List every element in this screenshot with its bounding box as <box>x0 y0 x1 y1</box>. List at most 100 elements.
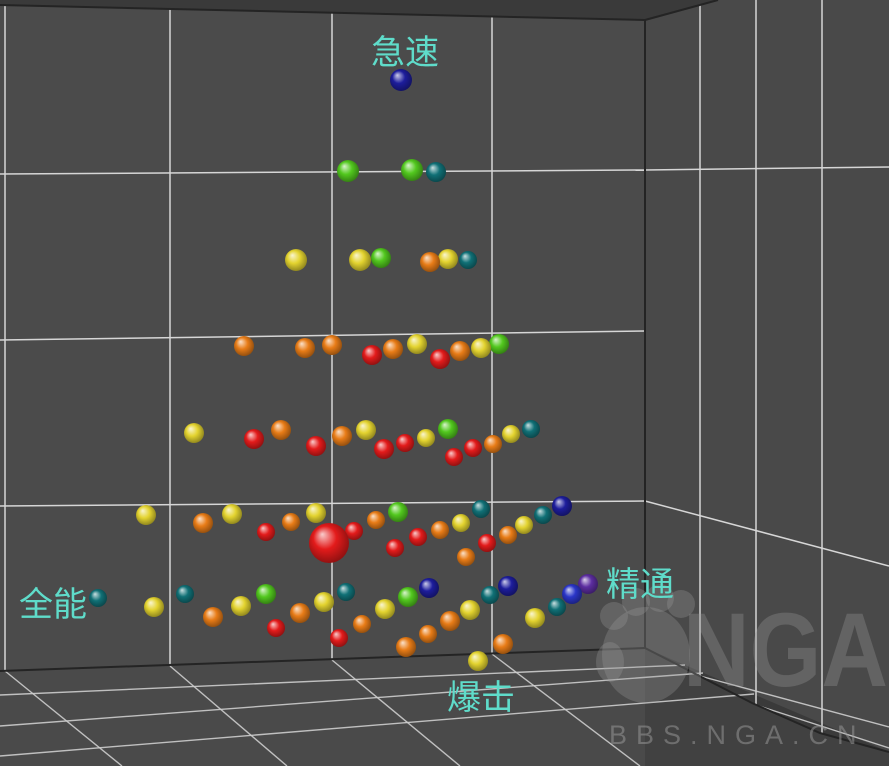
sphere-Y[interactable] <box>471 338 491 358</box>
sphere-G[interactable] <box>398 587 418 607</box>
sphere-R[interactable] <box>309 523 349 563</box>
sphere-R[interactable] <box>386 539 404 557</box>
sphere-O[interactable] <box>396 637 416 657</box>
nga-watermark: NGA BBS.NGA.CN <box>596 584 888 750</box>
sphere-Y[interactable] <box>375 599 395 619</box>
sphere-Y[interactable] <box>407 334 427 354</box>
sphere-O[interactable] <box>295 338 315 358</box>
sphere-Y[interactable] <box>349 249 371 271</box>
sphere-G[interactable] <box>337 160 359 182</box>
sphere-Y[interactable] <box>525 608 545 628</box>
sphere-O[interactable] <box>322 335 342 355</box>
wall-grid-hline <box>0 330 646 341</box>
sphere-Y[interactable] <box>144 597 164 617</box>
sphere-Y[interactable] <box>356 420 376 440</box>
sphere-O[interactable] <box>420 252 440 272</box>
sphere-O[interactable] <box>290 603 310 623</box>
sphere-T[interactable] <box>89 589 107 607</box>
sphere-Y[interactable] <box>285 249 307 271</box>
axis-label-haste: 急速 <box>371 34 439 72</box>
sphere-O[interactable] <box>484 435 502 453</box>
sphere-Y[interactable] <box>184 423 204 443</box>
sphere-R[interactable] <box>244 429 264 449</box>
sphere-T[interactable] <box>548 598 566 616</box>
sphere-N[interactable] <box>552 496 572 516</box>
sphere-R[interactable] <box>330 629 348 647</box>
sphere-T[interactable] <box>176 585 194 603</box>
sphere-Y[interactable] <box>468 651 488 671</box>
sphere-Y[interactable] <box>231 596 251 616</box>
nga-fist-icon <box>596 584 695 703</box>
sphere-N[interactable] <box>419 578 439 598</box>
sphere-Y[interactable] <box>136 505 156 525</box>
sphere-Y[interactable] <box>417 429 435 447</box>
sphere-Y[interactable] <box>460 600 480 620</box>
room-edge <box>0 647 646 672</box>
sphere-O[interactable] <box>450 341 470 361</box>
sphere-G[interactable] <box>438 419 458 439</box>
sphere-T[interactable] <box>459 251 477 269</box>
sphere-Y[interactable] <box>502 425 520 443</box>
sphere-O[interactable] <box>367 511 385 529</box>
sphere-O[interactable] <box>193 513 213 533</box>
sphere-Y[interactable] <box>452 514 470 532</box>
sphere-O[interactable] <box>282 513 300 531</box>
sphere-T[interactable] <box>337 583 355 601</box>
sphere-O[interactable] <box>332 426 352 446</box>
watermark-caption: BBS.NGA.CN <box>609 720 866 750</box>
sphere-O[interactable] <box>271 420 291 440</box>
room-edge <box>0 4 646 21</box>
sphere-N[interactable] <box>498 576 518 596</box>
sphere-O[interactable] <box>234 336 254 356</box>
sphere-R[interactable] <box>306 436 326 456</box>
sphere-R[interactable] <box>464 439 482 457</box>
sphere-B[interactable] <box>562 584 582 604</box>
sphere-Y[interactable] <box>515 516 533 534</box>
sphere-R[interactable] <box>345 522 363 540</box>
axis-label-mastery: 精通 <box>606 566 674 604</box>
sphere-Y[interactable] <box>314 592 334 612</box>
sphere-T[interactable] <box>481 586 499 604</box>
floor-grid-line <box>4 670 123 766</box>
sphere-R[interactable] <box>478 534 496 552</box>
sphere-O[interactable] <box>431 521 449 539</box>
sphere-G[interactable] <box>489 334 509 354</box>
axis-label-crit: 爆击 <box>447 679 515 717</box>
sphere-R[interactable] <box>409 528 427 546</box>
sphere-O[interactable] <box>353 615 371 633</box>
axis-label-versatility: 全能 <box>19 586 87 624</box>
floor-grid-line <box>169 665 288 766</box>
sphere-R[interactable] <box>430 349 450 369</box>
sphere-O[interactable] <box>419 625 437 643</box>
sphere-R[interactable] <box>267 619 285 637</box>
sphere-R[interactable] <box>374 439 394 459</box>
floor-grid-line <box>755 704 889 749</box>
sphere-T[interactable] <box>534 506 552 524</box>
sphere-G[interactable] <box>371 248 391 268</box>
sphere-O[interactable] <box>440 611 460 631</box>
sphere-R[interactable] <box>445 448 463 466</box>
sphere-T[interactable] <box>426 162 446 182</box>
sphere-O[interactable] <box>457 548 475 566</box>
sphere-R[interactable] <box>257 523 275 541</box>
sphere-Y[interactable] <box>306 503 326 523</box>
sphere-P[interactable] <box>578 574 598 594</box>
sphere-T[interactable] <box>522 420 540 438</box>
sphere-G[interactable] <box>388 502 408 522</box>
sphere-O[interactable] <box>499 526 517 544</box>
sphere-T[interactable] <box>472 500 490 518</box>
room-edge <box>644 0 719 21</box>
sphere-O[interactable] <box>493 634 513 654</box>
sphere-Y[interactable] <box>222 504 242 524</box>
sphere-R[interactable] <box>362 345 382 365</box>
sphere-G[interactable] <box>401 159 423 181</box>
sphere-O[interactable] <box>203 607 223 627</box>
sphere-O[interactable] <box>383 339 403 359</box>
right-wall-grid-hline <box>644 500 889 567</box>
sphere-N[interactable] <box>390 69 412 91</box>
sphere-R[interactable] <box>396 434 414 452</box>
sphere-Y[interactable] <box>438 249 458 269</box>
sphere-G[interactable] <box>256 584 276 604</box>
